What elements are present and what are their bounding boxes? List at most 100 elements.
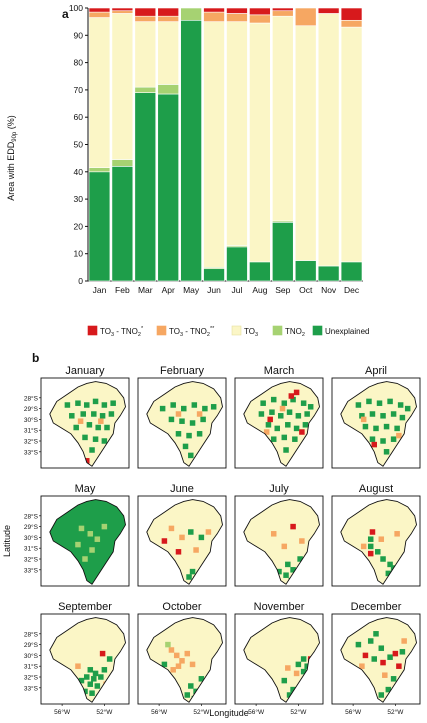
state-outline [243,617,320,703]
bar-segment-tno2 [157,84,179,95]
legend-label: Unexplained [325,327,369,336]
bar-segment-to3-tno2 [226,13,248,22]
state-outline [146,499,223,585]
bar-segment-to3 [272,15,294,222]
map-cell [173,652,180,659]
map-march: March [234,365,324,469]
map-cell [371,441,377,448]
map-cell [396,663,402,669]
map-cell [274,425,280,432]
map-cell [168,416,175,423]
map-january: January 28°S 29°S 30°S 31°S 32°S 33°S [24,365,130,469]
map-cell [292,436,298,442]
map-cell [168,647,175,653]
lat-tick-label: 30°S [24,416,39,424]
map-cell [290,396,296,403]
map-title: October [162,601,201,613]
map-cell [367,543,374,550]
map-cell [75,400,81,406]
map-cell [175,411,182,417]
map-cell [380,438,386,444]
bar-segment-unexplained [294,260,317,282]
map-cell [104,424,110,431]
map-title: April [365,365,387,377]
bar-segment-tno2 [111,159,134,167]
map-cell [210,404,217,410]
map-cell [270,396,277,403]
map-cell [293,425,300,432]
legend-item: TO3 - TNO2** [156,325,215,338]
state-outline [243,381,320,467]
map-cell [75,663,81,669]
map-cell [267,416,273,423]
state-outline [340,381,417,467]
map-cell [387,654,393,660]
legend-item: TNO2 [272,325,305,338]
map-cell [108,411,115,417]
map-cell [186,574,192,580]
map-title: December [351,601,402,613]
bar-segment-to3-tno2 [249,7,271,16]
state-outline [340,499,417,585]
map-cell [404,405,411,412]
lon-tick-label: 56°W [345,708,362,716]
x-tick-label: Aug [252,285,267,295]
map-cell [92,398,99,405]
map-cell [367,638,374,644]
map-cell [69,413,75,419]
state-outline [146,617,223,703]
map-cell [179,418,185,424]
map-title: May [75,483,96,495]
map-cell [383,449,390,455]
map-cell [98,418,104,424]
map-cell [182,443,189,450]
map-title: February [160,365,205,377]
map-cell [366,398,372,405]
bar-chart-bars [88,7,363,282]
map-cell [285,561,291,568]
map-title: November [254,601,305,613]
bar-segment-to3-tno2 [272,7,294,12]
bar-segment-to3 [134,21,157,88]
map-september: September 28°S 29°S 30°S 31°S 32°S 33°S 56°W 52°… [24,601,130,716]
map-title: January [65,365,105,377]
bar-segment-to3-tno2 [88,11,111,18]
lon-tick-label: 52°W [96,708,113,716]
bar-segment-to3-tno2 [340,19,363,28]
map-cell [188,452,194,459]
x-tick-label: Apr [162,285,175,295]
map-cell [288,393,295,399]
map-cell [159,405,166,412]
map-cell [82,688,88,695]
map-cell [304,411,310,417]
lon-tick-label: 52°W [290,708,307,716]
map-title: September [58,601,112,613]
map-cell [87,681,94,687]
map-november: November 56°W 52°W [234,601,324,716]
y-tick-label: 90 [74,30,84,40]
map-december: December 56°W 52°W [331,601,421,716]
map-cell [293,389,300,396]
state-outline [49,381,126,467]
legend-item: TO3 - TNO2* [87,325,144,338]
map-cell [188,683,194,689]
lat-tick-label: 31°S [24,663,39,671]
map-cell [175,549,182,555]
map-cell [359,663,365,669]
y-tick-label: 60 [74,112,84,122]
map-cell [84,458,90,464]
map-cell [367,536,374,542]
map-cell [84,674,90,680]
bar-segment-to3-tno2 [157,15,179,22]
lon-tick-label: 52°W [387,708,404,716]
map-october: October 56°W 52°W [137,601,227,716]
bar-segment-to3-tno2 [157,7,179,17]
x-tick-label: Jan [93,285,107,295]
bar-segment-unexplained [180,19,202,282]
map-cell [73,424,79,431]
map-cell [285,422,291,428]
bar-segment-to3 [340,26,363,263]
y-tick-label: 80 [74,58,84,68]
map-cell [196,431,203,437]
